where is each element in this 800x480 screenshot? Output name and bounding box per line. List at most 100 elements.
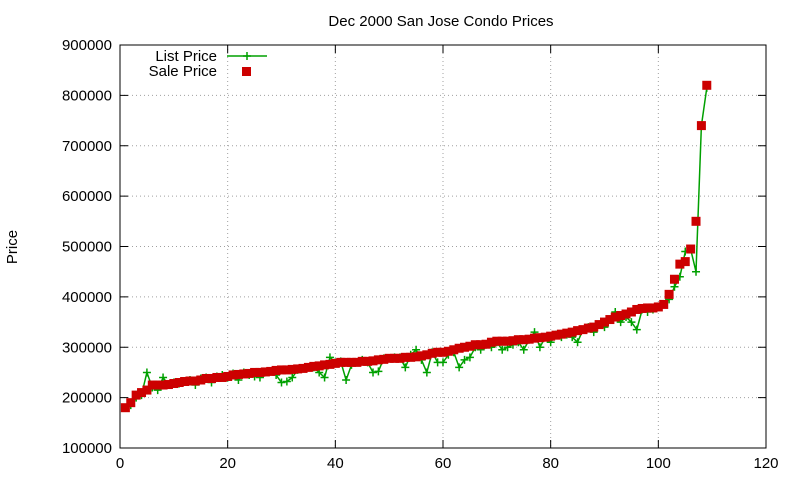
point-list-price: [439, 358, 447, 367]
point-sale-price: [530, 333, 540, 343]
point-sale-price: [632, 304, 642, 314]
legend-label-list-price: List Price: [155, 48, 217, 65]
point-sale-price: [228, 370, 238, 380]
point-sale-price: [163, 380, 173, 390]
point-list-price: [573, 338, 582, 347]
point-list-price: [342, 375, 351, 384]
point-sale-price: [185, 376, 195, 386]
point-sale-price: [696, 121, 706, 131]
point-sale-price: [594, 320, 604, 330]
point-sale-price: [255, 367, 265, 377]
x-tick-label: 60: [435, 455, 452, 472]
point-sale-price: [659, 299, 669, 309]
x-tick-label: 0: [116, 455, 124, 472]
point-sale-price: [470, 340, 480, 350]
point-sale-price: [589, 322, 599, 332]
point-sale-price: [357, 356, 367, 366]
point-sale-price: [438, 347, 448, 357]
point-sale-price: [346, 357, 356, 367]
point-list-price: [159, 373, 168, 382]
point-sale-price: [702, 80, 712, 90]
point-sale-price: [320, 360, 330, 370]
point-sale-price: [293, 364, 303, 374]
grid-lines: [120, 45, 766, 448]
point-sale-price: [330, 358, 340, 368]
point-sale-price: [605, 315, 615, 325]
point-sale-price: [282, 365, 292, 375]
point-list-price: [627, 318, 636, 327]
point-sale-price: [142, 385, 152, 395]
point-sale-price: [600, 317, 609, 327]
point-list-price: [498, 345, 507, 354]
point-sale-price: [233, 369, 243, 379]
point-sale-price: [131, 390, 141, 400]
point-sale-price: [573, 326, 583, 336]
point-sale-price: [621, 309, 631, 319]
x-tick-label: 80: [542, 455, 559, 472]
point-sale-price: [449, 345, 459, 355]
point-sale-price: [314, 361, 324, 371]
point-list-price: [692, 267, 701, 276]
point-sale-price: [158, 380, 168, 390]
point-sale-price: [546, 331, 556, 341]
point-sale-price: [492, 336, 502, 346]
y-tick-label: 500000: [62, 239, 112, 256]
point-sale-price: [616, 311, 626, 321]
point-sale-price: [277, 365, 286, 375]
point-sale-price: [422, 350, 432, 360]
point-sale-price: [497, 336, 507, 346]
point-list-price: [282, 377, 291, 386]
point-list-price: [320, 373, 329, 382]
series-list-price: [121, 83, 711, 412]
x-tick-label: 20: [219, 455, 236, 472]
point-list-price: [460, 355, 469, 364]
point-list-price: [670, 282, 679, 291]
point-sale-price: [368, 356, 378, 366]
point-list-price: [369, 368, 378, 377]
point-sale-price: [562, 328, 572, 338]
point-sale-price: [244, 368, 254, 378]
y-tick-label: 200000: [62, 390, 112, 407]
point-sale-price: [626, 307, 636, 317]
legend-label-sale-price: Sale Price: [149, 63, 217, 80]
point-sale-price: [120, 403, 130, 413]
point-sale-price: [406, 352, 416, 362]
point-sale-price: [610, 312, 620, 322]
point-sale-price: [196, 375, 206, 385]
point-sale-price: [137, 388, 147, 398]
y-tick-label: 100000: [62, 440, 112, 457]
point-sale-price: [465, 341, 475, 351]
point-sale-price: [223, 371, 233, 381]
point-sale-price: [250, 367, 260, 377]
point-sale-price: [476, 340, 486, 350]
point-sale-price: [400, 352, 410, 362]
y-tick-label: 700000: [62, 138, 112, 155]
point-sale-price: [583, 323, 593, 333]
point-sale-price: [427, 348, 437, 358]
point-sale-price: [287, 364, 297, 374]
point-sale-price: [686, 244, 696, 254]
legend-marker-sale-price: [242, 67, 251, 76]
point-list-price: [422, 368, 431, 377]
point-sale-price: [486, 337, 496, 347]
point-sale-price: [363, 356, 373, 366]
point-sale-price: [147, 380, 157, 390]
point-sale-price: [460, 342, 470, 352]
point-sale-price: [352, 357, 362, 367]
point-sale-price: [266, 366, 276, 376]
point-sale-price: [664, 289, 674, 299]
point-sale-price: [481, 339, 491, 349]
point-sale-price: [524, 334, 534, 344]
point-sale-price: [341, 357, 351, 367]
point-list-price: [142, 368, 151, 377]
point-sale-price: [384, 353, 394, 363]
point-sale-price: [126, 398, 136, 408]
point-sale-price: [169, 379, 179, 389]
point-list-price: [455, 363, 464, 372]
point-list-price: [632, 325, 641, 334]
chart-title: Dec 2000 San Jose Condo Prices: [328, 13, 553, 30]
point-list-price: [465, 353, 474, 362]
x-tick-label: 100: [646, 455, 671, 472]
point-sale-price: [535, 333, 545, 343]
y-tick-label: 400000: [62, 289, 112, 306]
